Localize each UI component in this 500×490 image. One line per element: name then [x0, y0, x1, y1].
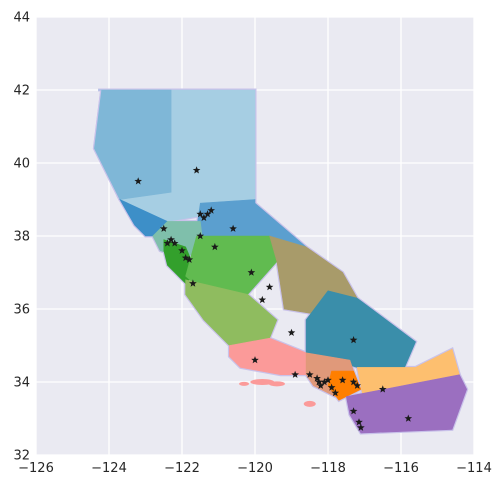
star-marker-17: [189, 279, 197, 287]
star-marker-20: [287, 328, 296, 336]
star-marker-12: [178, 246, 186, 254]
star-marker-1: [192, 166, 201, 174]
star-marker-26: [315, 378, 323, 386]
star-marker-15: [185, 255, 194, 263]
star-marker-0: [134, 177, 142, 185]
x-tick-label-3: −120: [237, 461, 273, 476]
star-marker-22: [251, 356, 259, 364]
star-marker-30: [324, 376, 332, 384]
star-marker-28: [316, 381, 325, 389]
star-marker-2: [196, 210, 205, 218]
star-marker-35: [378, 385, 387, 393]
y-tick-label-0: 32: [13, 449, 30, 464]
star-marker-4: [200, 213, 208, 221]
star-marker-29: [327, 383, 336, 391]
island-1: [268, 381, 285, 387]
star-marker-37: [355, 418, 363, 426]
star-marker-23: [291, 370, 299, 378]
star-marker-24: [305, 370, 314, 378]
y-tick-label-5: 42: [13, 84, 30, 99]
star-marker-9: [167, 235, 175, 243]
x-tick-label-5: −116: [383, 461, 419, 476]
star-marker-8: [196, 232, 205, 240]
island-0: [250, 379, 275, 385]
star-marker-18: [265, 283, 274, 291]
star-marker-33: [349, 378, 358, 386]
y-tick-label-1: 34: [13, 376, 30, 391]
star-marker-34: [353, 381, 361, 389]
x-tick-label-4: −118: [310, 461, 346, 476]
star-marker-39: [404, 414, 413, 422]
star-marker-10: [163, 239, 172, 247]
y-tick-label-3: 38: [13, 230, 30, 245]
map-regions: [92, 88, 469, 435]
star-marker-21: [349, 336, 358, 344]
star-marker-14: [181, 253, 190, 262]
star-marker-36: [349, 407, 358, 415]
x-tick-label-0: −126: [18, 461, 54, 476]
star-marker-7: [159, 224, 168, 232]
island-3: [239, 381, 250, 386]
star-marker-13: [211, 242, 219, 251]
star-marker-27: [320, 378, 329, 386]
x-tick-label-2: −122: [164, 461, 200, 476]
star-marker-32: [338, 376, 347, 384]
star-marker-3: [203, 210, 212, 218]
y-tick-label-4: 40: [13, 157, 30, 172]
x-tick-label-6: −114: [456, 461, 492, 476]
star-marker-31: [331, 388, 340, 397]
star-marker-38: [357, 423, 365, 431]
star-marker-16: [247, 268, 256, 276]
y-tick-label-6: 44: [13, 11, 30, 26]
star-marker-5: [207, 206, 215, 214]
region-14: [345, 374, 468, 434]
star-marker-19: [258, 295, 267, 304]
island-2: [303, 400, 316, 407]
y-axis-tick-labels: 32 34 36 38 40 42 44: [13, 11, 30, 464]
x-axis-tick-labels: −126 −124 −122 −120 −118 −116 −114: [18, 461, 492, 476]
star-marker-6: [229, 224, 237, 232]
x-tick-label-1: −124: [91, 461, 127, 476]
star-marker-25: [313, 374, 321, 382]
star-marker-11: [170, 239, 179, 247]
y-tick-label-2: 36: [13, 303, 30, 318]
star-markers: [134, 166, 413, 431]
